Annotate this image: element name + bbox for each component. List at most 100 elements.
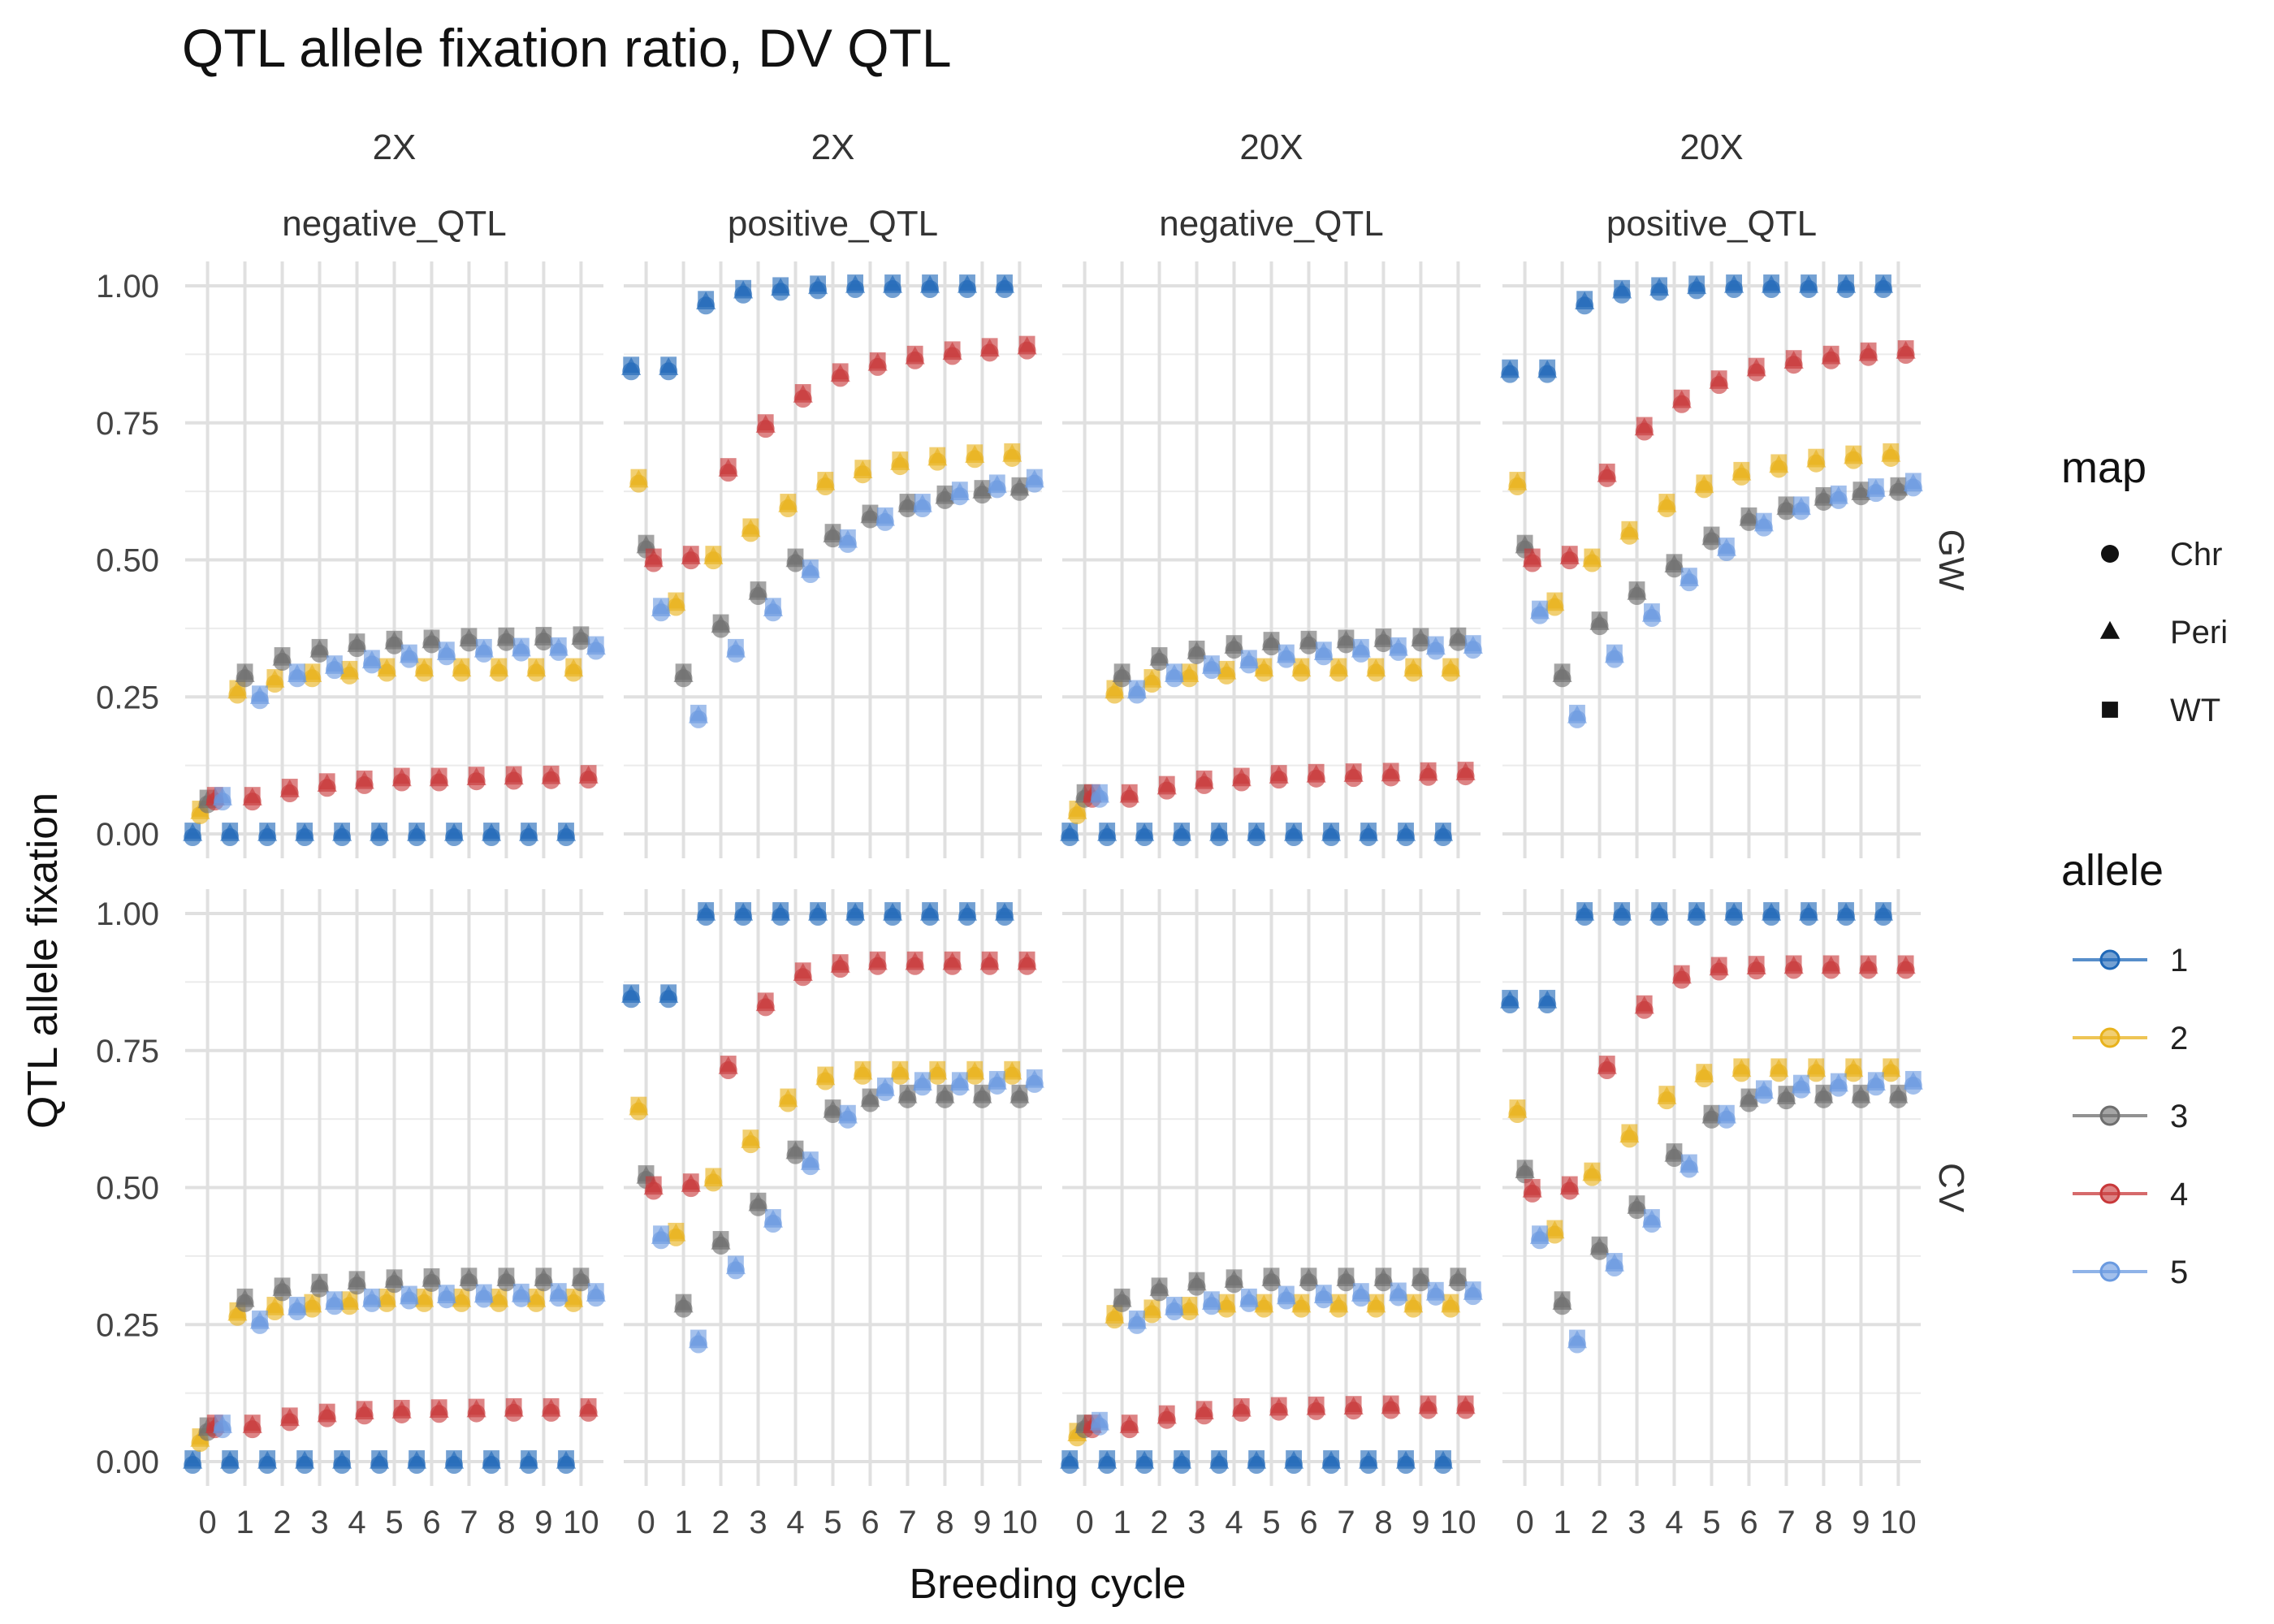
data-point [1270,1397,1287,1414]
x-tick-label: 4 [1665,1505,1683,1540]
data-point [1860,342,1877,359]
data-point [1770,454,1788,471]
data-point [1457,1395,1474,1412]
data-point [505,1397,522,1415]
data-point [580,765,597,781]
data-point [1218,1294,1235,1311]
data-point [645,1176,662,1193]
data-point [1300,630,1317,647]
data-point [1442,1294,1459,1311]
data-point [528,1288,545,1305]
data-point [1681,1154,1697,1171]
data-point [460,1268,478,1285]
data-point [1151,647,1168,663]
data-point [1323,823,1339,839]
data-point [1018,335,1035,352]
data-point [1740,1088,1757,1105]
data-point [1703,526,1720,543]
data-point [1516,1160,1533,1177]
data-point [1897,955,1914,972]
data-point [892,451,909,468]
data-point [1248,1450,1265,1466]
x-tick-label: 5 [824,1505,841,1540]
data-point [1315,1285,1332,1301]
data-point [1644,1209,1660,1225]
data-point [1569,1329,1585,1346]
legend-color-key-point [2099,1027,2121,1048]
data-point [386,1269,403,1286]
data-point [839,529,856,546]
x-tick-label: 2 [1150,1505,1168,1540]
data-point [341,660,358,677]
data-point [1755,1080,1772,1097]
data-point [996,902,1013,918]
data-point [1256,1294,1273,1311]
x-tick-label: 10 [1001,1505,1038,1540]
data-point [742,518,759,535]
y-tick-label: 1.00 [96,269,159,304]
legend-allele-label: 4 [2170,1177,2188,1212]
strip-label-top: 2X [811,127,855,167]
data-point [491,658,508,675]
data-point [311,638,328,655]
data-point [1598,1056,1615,1072]
data-point [1113,663,1131,680]
data-point [698,902,715,918]
data-point [460,628,478,645]
data-point [1166,1297,1182,1313]
x-tick-label: 9 [1412,1505,1429,1540]
data-point [550,637,567,654]
data-point [573,1268,590,1285]
data-point [409,823,425,839]
x-tick-label: 0 [637,1505,655,1540]
data-point [1733,461,1750,478]
data-point [1822,345,1840,362]
data-point [876,507,893,524]
data-point [1136,1450,1153,1466]
legend-shape-key [2102,702,2118,718]
data-point [951,482,968,498]
x-axis-title: Breeding cycle [909,1561,1186,1608]
row-strip-label: GW [1931,529,1971,591]
data-point [847,902,863,918]
data-point [1740,507,1757,524]
data-point [1151,1277,1168,1294]
data-point [1815,486,1832,503]
x-tick-label: 1 [1553,1505,1571,1540]
data-point [1867,478,1884,495]
data-point [281,1407,298,1424]
data-point [1158,775,1175,793]
x-tick-label: 10 [1440,1505,1476,1540]
data-point [512,637,530,654]
data-point [318,773,335,790]
data-point [1442,658,1459,675]
data-point [423,629,440,646]
data-point [573,626,590,643]
data-point [1004,443,1021,460]
data-point [430,767,447,784]
x-tick-label: 7 [460,1505,478,1540]
x-tick-label: 6 [1299,1505,1317,1540]
data-point [1011,1084,1028,1101]
data-point [1591,1236,1608,1253]
data-point [1174,1450,1191,1466]
data-point [1658,1086,1675,1102]
data-point [364,650,380,667]
data-point [1256,658,1273,675]
data-point [535,1268,552,1285]
data-point [1412,628,1429,645]
data-point [757,414,774,430]
data-point [922,902,938,918]
data-point [1546,1220,1563,1237]
legend-color-key-point [2099,1261,2121,1282]
data-point [214,1415,231,1431]
data-point [1598,463,1615,480]
data-point [1368,1294,1385,1311]
data-point [1897,340,1914,356]
data-point [1450,627,1467,644]
data-point [521,1450,537,1466]
data-point [869,951,886,968]
x-tick-label: 2 [711,1505,729,1540]
data-point [1158,1405,1175,1422]
